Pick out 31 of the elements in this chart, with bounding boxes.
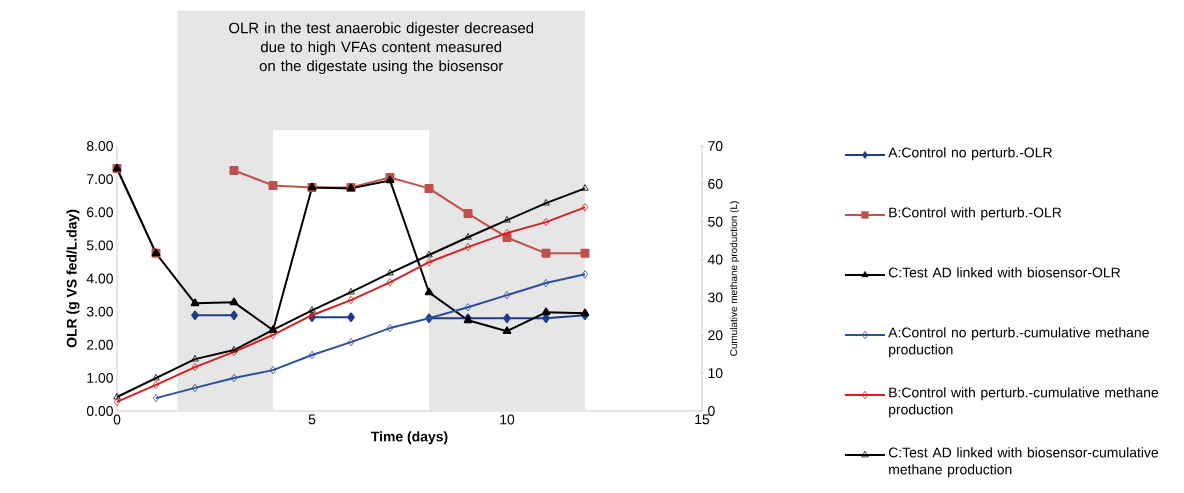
legend-label: B:Control with perturb.-cumulative methane production <box>889 387 1159 418</box>
y-tick-label: 0.00 <box>86 406 113 416</box>
y-tick-label: 6.00 <box>87 207 113 218</box>
y-tick-label: 2.00 <box>87 339 113 350</box>
y2-tick-label: 50 <box>708 216 723 227</box>
legend-label: A:Control no perturb.-cumulative methane production <box>888 327 1149 358</box>
y-tick-label: 4.00 <box>86 273 113 284</box>
legend-label: C:Test AD linked with biosensor-OLR <box>888 267 1121 278</box>
y2-axis-title: Cumulative methane production (L) <box>729 201 740 356</box>
y-tick-label: 8.00 <box>86 141 113 151</box>
y-tick-label: 3.00 <box>86 306 113 317</box>
x-tick-label: 5 <box>308 414 316 425</box>
x-tick-label: 0 <box>113 414 121 425</box>
legend-label: C:Test AD linked with biosensor-cumulative methane production <box>888 447 1159 478</box>
x-axis-title: Time (days) <box>371 431 448 445</box>
y2-tick-label: 40 <box>707 254 723 265</box>
y2-tick-label: 30 <box>708 292 723 303</box>
y2-tick-label: 0 <box>708 406 715 416</box>
text: OLR in the test anaerobic digester decreased due to high VFAs content measured on the digestate using the biosensor <box>229 22 534 75</box>
y-tick-label: 7.00 <box>87 174 113 185</box>
legend-label: B:Control with perturb.-OLR <box>889 207 1062 221</box>
y2-tick-label: 60 <box>708 178 723 189</box>
y2-tick-label: 10 <box>708 368 723 379</box>
y2-tick-label: 20 <box>708 330 723 341</box>
y-axis-title: OLR (g VS fed/L.day) <box>66 209 80 348</box>
y-tick-label: 5.00 <box>86 240 113 251</box>
legend-label: A:Control no perturb.-OLR <box>888 147 1052 161</box>
x-tick-label: 15 <box>695 414 710 425</box>
x-tick-label: 10 <box>500 414 515 425</box>
y-tick-label: 1.00 <box>87 372 113 383</box>
y2-tick-label: 70 <box>708 141 723 151</box>
